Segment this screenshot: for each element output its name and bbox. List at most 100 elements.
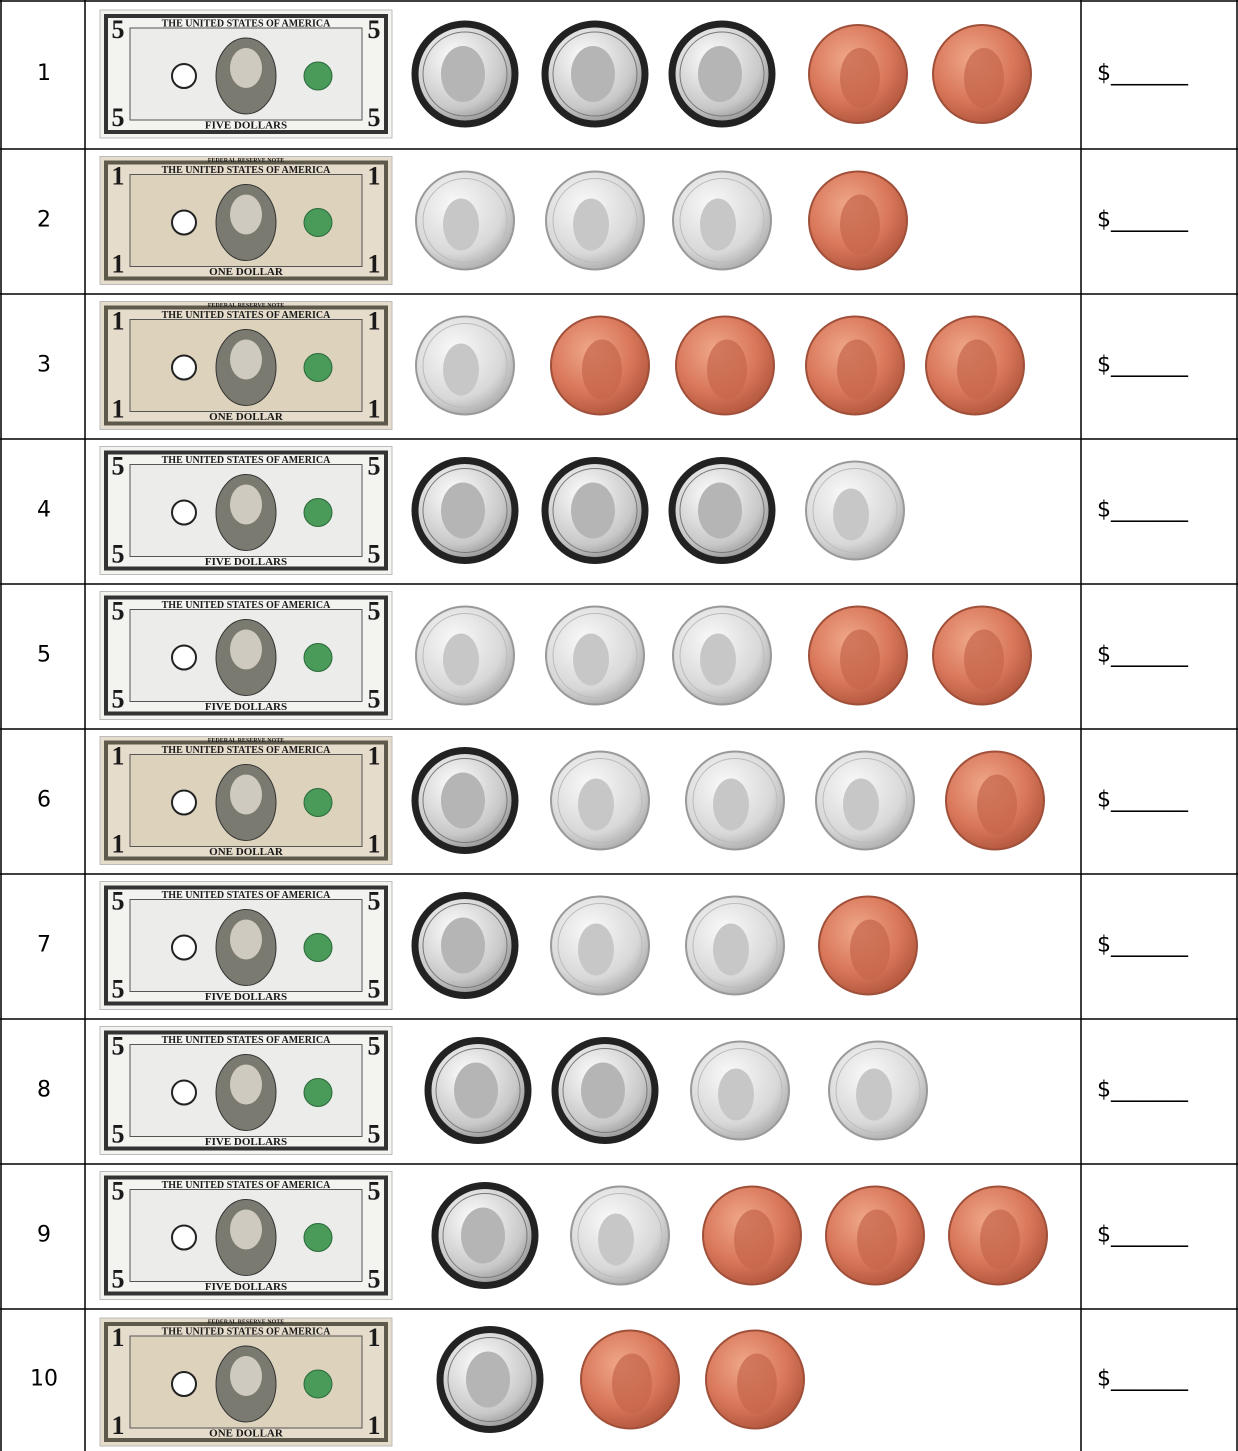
coin-profile — [443, 344, 479, 396]
coin — [819, 897, 917, 995]
coin — [440, 1330, 540, 1430]
worksheet: 1THE UNITED STATES OF AMERICAFIVE DOLLAR… — [0, 0, 1238, 1451]
bill-five: THE UNITED STATES OF AMERICAFIVE DOLLARS… — [100, 592, 392, 720]
coin — [806, 462, 904, 560]
coin — [551, 752, 649, 850]
bill-face — [230, 920, 262, 960]
bill-heading: THE UNITED STATES OF AMERICA — [162, 165, 332, 176]
coin-profile — [571, 46, 615, 102]
bill-numeral: 1 — [112, 306, 125, 335]
bill-seal-left — [172, 356, 196, 380]
row-number: 6 — [37, 788, 51, 813]
bill-face — [230, 1210, 262, 1250]
coin — [706, 1331, 804, 1429]
coin — [545, 461, 645, 561]
coin-profile — [964, 48, 1004, 108]
coin-profile — [737, 1354, 777, 1414]
coin — [686, 897, 784, 995]
coin-profile — [441, 773, 485, 829]
bill-numeral: 5 — [112, 1119, 125, 1148]
bill-seal-left — [172, 1226, 196, 1250]
coin — [809, 607, 907, 705]
coin-profile — [441, 46, 485, 102]
bill-numeral: 5 — [368, 451, 381, 480]
coin — [809, 25, 907, 123]
coin-profile — [840, 195, 880, 255]
coin-profile — [441, 483, 485, 539]
bill-face — [230, 485, 262, 525]
coin-profile — [598, 1214, 634, 1266]
bill-seal-right — [304, 1079, 332, 1107]
coin — [415, 24, 515, 124]
bill-numeral: 5 — [112, 974, 125, 1003]
bill-seal-right — [304, 354, 332, 382]
bill-numeral: 1 — [368, 394, 381, 423]
coin — [673, 172, 771, 270]
coin — [816, 752, 914, 850]
coin — [416, 172, 514, 270]
answer-blank: $_______ — [1097, 933, 1189, 958]
coin-profile — [850, 920, 890, 980]
bill-numeral: 5 — [112, 451, 125, 480]
answer-blank: $_______ — [1097, 1078, 1189, 1103]
coin — [946, 752, 1044, 850]
bill-seal-left — [172, 64, 196, 88]
bill-seal-right — [304, 209, 332, 237]
coin — [546, 172, 644, 270]
bill-numeral: 5 — [112, 1031, 125, 1060]
coin-profile — [837, 340, 877, 400]
bill-numeral: 5 — [112, 15, 125, 44]
coin-profile — [856, 1069, 892, 1121]
bill-numeral: 5 — [112, 886, 125, 915]
answer-blank: $_______ — [1097, 353, 1189, 378]
answer-blank: $_______ — [1097, 788, 1189, 813]
row-number: 2 — [37, 208, 51, 233]
bill-heading: THE UNITED STATES OF AMERICA — [162, 18, 332, 29]
coin — [435, 1186, 535, 1286]
answer-blank: $_______ — [1097, 208, 1189, 233]
coin-profile — [734, 1210, 774, 1270]
bill-numeral: 5 — [112, 1176, 125, 1205]
bill-seal-left — [172, 646, 196, 670]
bill-numeral: 1 — [112, 1411, 125, 1440]
bill-denomination: FIVE DOLLARS — [205, 701, 287, 713]
bill-denomination: FIVE DOLLARS — [205, 120, 287, 132]
coin-profile — [571, 483, 615, 539]
coin — [806, 317, 904, 415]
coin — [546, 607, 644, 705]
coin-profile — [698, 483, 742, 539]
bill-numeral: 5 — [368, 596, 381, 625]
coin-profile — [461, 1208, 505, 1264]
bill-denomination: FIVE DOLLARS — [205, 1281, 287, 1293]
coin-profile — [840, 48, 880, 108]
bill-face — [230, 775, 262, 815]
bill-seal-right — [304, 789, 332, 817]
coin-profile — [443, 634, 479, 686]
bill-numeral: 1 — [368, 306, 381, 335]
bill-numeral: 1 — [368, 741, 381, 770]
bill-heading: THE UNITED STATES OF AMERICA — [162, 1326, 332, 1337]
bill-numeral: 1 — [368, 829, 381, 858]
bill-seal-right — [304, 644, 332, 672]
coin-profile — [573, 199, 609, 251]
bill-note: FEDERAL RESERVE NOTE — [208, 1319, 284, 1325]
bill-numeral: 1 — [368, 1411, 381, 1440]
bill-numeral: 5 — [368, 539, 381, 568]
coin-profile — [707, 340, 747, 400]
bill-numeral: 1 — [368, 1323, 381, 1352]
bill-numeral: 1 — [112, 249, 125, 278]
bill-numeral: 5 — [112, 684, 125, 713]
coin-profile — [698, 46, 742, 102]
bill-numeral: 5 — [112, 596, 125, 625]
bill-numeral: 1 — [112, 829, 125, 858]
coin — [545, 24, 645, 124]
coin — [672, 461, 772, 561]
row-number: 8 — [37, 1078, 51, 1103]
bill-denomination: ONE DOLLAR — [209, 846, 284, 858]
coin — [809, 172, 907, 270]
bill-face — [230, 1065, 262, 1105]
